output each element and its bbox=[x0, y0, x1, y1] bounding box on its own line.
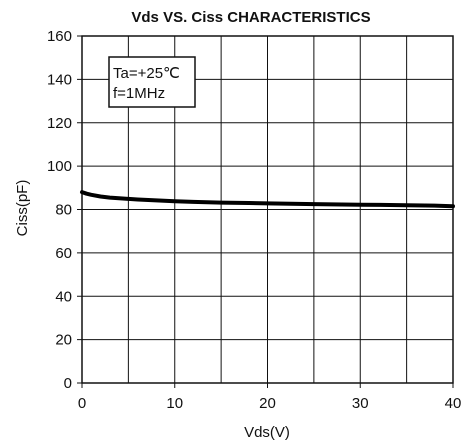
axes: 0 20 40 60 80 100 120 140 160 0 10 20 30 40 bbox=[47, 28, 461, 412]
x-tick-label: 40 bbox=[445, 395, 462, 412]
x-tick-label: 20 bbox=[259, 395, 276, 412]
x-axis-label: Vds(V) bbox=[244, 424, 290, 441]
y-tick-label: 80 bbox=[55, 202, 72, 219]
x-tick-label: 10 bbox=[166, 395, 183, 412]
y-tick-label: 40 bbox=[55, 288, 72, 305]
x-tick-label: 30 bbox=[352, 395, 369, 412]
y-tick-label: 120 bbox=[47, 115, 72, 132]
annotation-frame bbox=[108, 56, 196, 108]
y-tick-label: 100 bbox=[47, 158, 72, 175]
y-tick-label: 140 bbox=[47, 71, 72, 88]
y-tick-label: 0 bbox=[64, 375, 72, 392]
x-tick-label: 0 bbox=[78, 395, 86, 412]
data-series bbox=[80, 190, 455, 209]
chart-title: Vds VS. Ciss CHARACTERISTICS bbox=[131, 9, 370, 26]
y-tick-label: 160 bbox=[47, 28, 72, 45]
y-tick-label: 60 bbox=[55, 245, 72, 262]
annotation-temperature: Ta=+25℃ bbox=[113, 65, 180, 82]
annotation-box: Ta=+25℃ f=1MHz bbox=[108, 56, 196, 108]
series-line bbox=[80, 190, 455, 209]
y-axis-label: Ciss(pF) bbox=[14, 180, 31, 237]
annotation-frequency: f=1MHz bbox=[113, 85, 165, 102]
y-tick-label: 20 bbox=[55, 332, 72, 349]
